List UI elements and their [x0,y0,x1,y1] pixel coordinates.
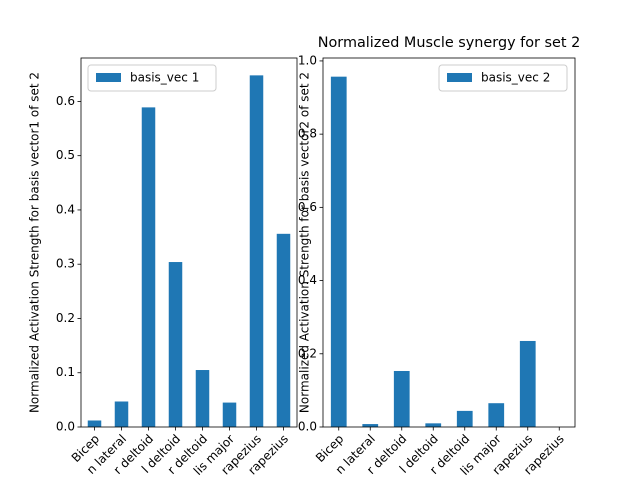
y-tick-label: 0.6 [56,94,75,108]
bar [195,370,210,427]
legend-frame [438,64,568,92]
y-tick-label: 0.4 [298,273,317,287]
y-tick-label: 0.3 [56,257,75,271]
legend-label: basis_vec 2 [481,71,550,85]
bar [330,76,347,427]
y-tick-label: 0.5 [56,148,75,162]
bar [114,401,129,427]
y-tick-label: 0.0 [56,420,75,434]
bar [141,107,156,427]
bar [249,75,264,427]
bar [488,403,505,427]
bar [87,420,102,427]
bar [393,370,410,427]
y-tick-label: 0.0 [298,420,317,434]
legend-label: basis_vec 1 [130,71,199,85]
bar [519,340,536,427]
bar [425,423,442,427]
y-tick-label: 0.8 [298,127,317,141]
legend-swatch [447,73,472,82]
legend-swatch [96,73,121,82]
bar [276,233,291,427]
axes-frame [322,57,576,428]
y-tick-label: 0.4 [56,202,75,216]
axes-frame [80,57,298,428]
y-tick-label: 0.1 [56,365,75,379]
y-tick-label: 0.6 [298,200,317,214]
chart-title: Normalized Muscle synergy for set 2 [318,35,581,51]
bar [362,424,379,427]
bar [222,402,237,427]
bar [168,262,183,427]
legend-frame [87,64,217,92]
y-axis-label: Normalized Activation Strength for basis… [28,72,42,413]
y-tick-label: 0.2 [56,311,75,325]
y-axis-label: Normalized Activation Strength for basis… [298,72,312,413]
legend: basis_vec 2 [438,64,568,92]
legend: basis_vec 1 [87,64,217,92]
y-tick-label: 1.0 [298,53,317,67]
bar [456,410,473,427]
y-tick-label: 0.2 [298,346,317,360]
